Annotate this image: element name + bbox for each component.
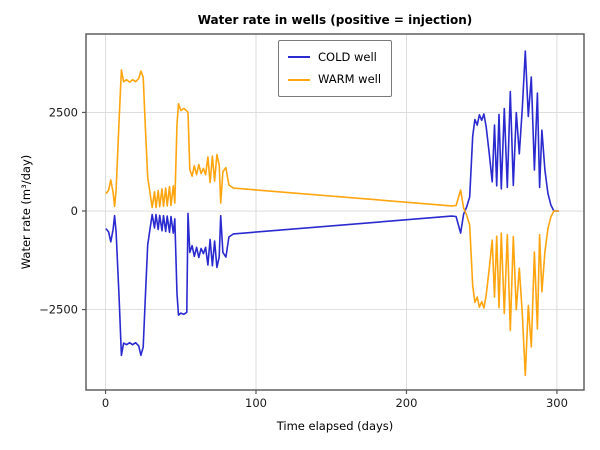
y-tick-label: 2500 xyxy=(49,105,78,119)
legend-line-swatch xyxy=(288,56,310,59)
legend-entry: COLD well xyxy=(288,49,382,64)
x-tick-label: 300 xyxy=(546,396,568,410)
legend-label: COLD well xyxy=(318,49,377,64)
x-tick-label: 100 xyxy=(245,396,267,410)
x-tick-label: 200 xyxy=(395,396,417,410)
warm-well-line xyxy=(105,69,560,377)
y-axis-label: Water rate (m³/day) xyxy=(19,154,33,270)
legend-label: WARM well xyxy=(318,72,382,86)
y-tick-label: 0 xyxy=(71,204,78,218)
cold-well-line xyxy=(105,50,560,357)
legend-entry: WARM well xyxy=(288,72,382,86)
y-tick-label: −2500 xyxy=(39,303,78,317)
legend-line-swatch xyxy=(288,78,310,81)
x-axis-label: Time elapsed (days) xyxy=(276,419,394,433)
x-tick-label: 0 xyxy=(102,396,109,410)
chart-title: Water rate in wells (positive = injectio… xyxy=(197,13,473,27)
plot-border xyxy=(85,33,585,391)
legend: COLD well WARM well xyxy=(278,40,392,97)
